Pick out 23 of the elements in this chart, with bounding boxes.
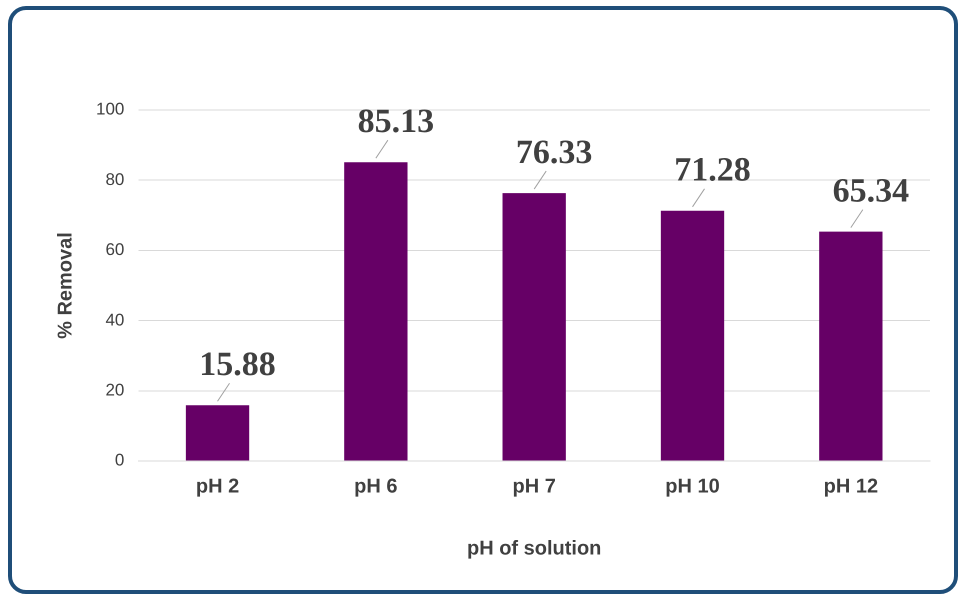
y-axis-title: % Removal bbox=[54, 232, 77, 339]
data-label: 85.13 bbox=[358, 102, 434, 140]
data-label: 71.28 bbox=[674, 152, 751, 189]
x-axis-title: pH of solution bbox=[466, 538, 602, 560]
bar bbox=[344, 162, 408, 460]
y-tick-label: 20 bbox=[105, 380, 124, 400]
y-tick-label: 60 bbox=[105, 240, 124, 260]
y-tick-label: 80 bbox=[105, 170, 124, 189]
x-tick-label: pH 10 bbox=[665, 476, 720, 498]
x-tick-label: pH 6 bbox=[354, 476, 398, 498]
x-tick-label: pH 7 bbox=[512, 476, 556, 498]
x-tick-label: pH 12 bbox=[824, 476, 878, 498]
bar bbox=[186, 405, 250, 460]
data-label: 15.88 bbox=[199, 346, 276, 384]
data-label: 76.33 bbox=[516, 134, 592, 171]
data-label: 65.34 bbox=[832, 172, 910, 210]
bar bbox=[819, 232, 882, 460]
y-tick-label: 0 bbox=[114, 450, 124, 470]
y-tick-label: 40 bbox=[105, 310, 124, 330]
bar bbox=[660, 210, 724, 460]
y-tick-label: 100 bbox=[96, 100, 124, 119]
bar bbox=[502, 193, 566, 460]
x-tick-label: pH 2 bbox=[196, 476, 240, 498]
